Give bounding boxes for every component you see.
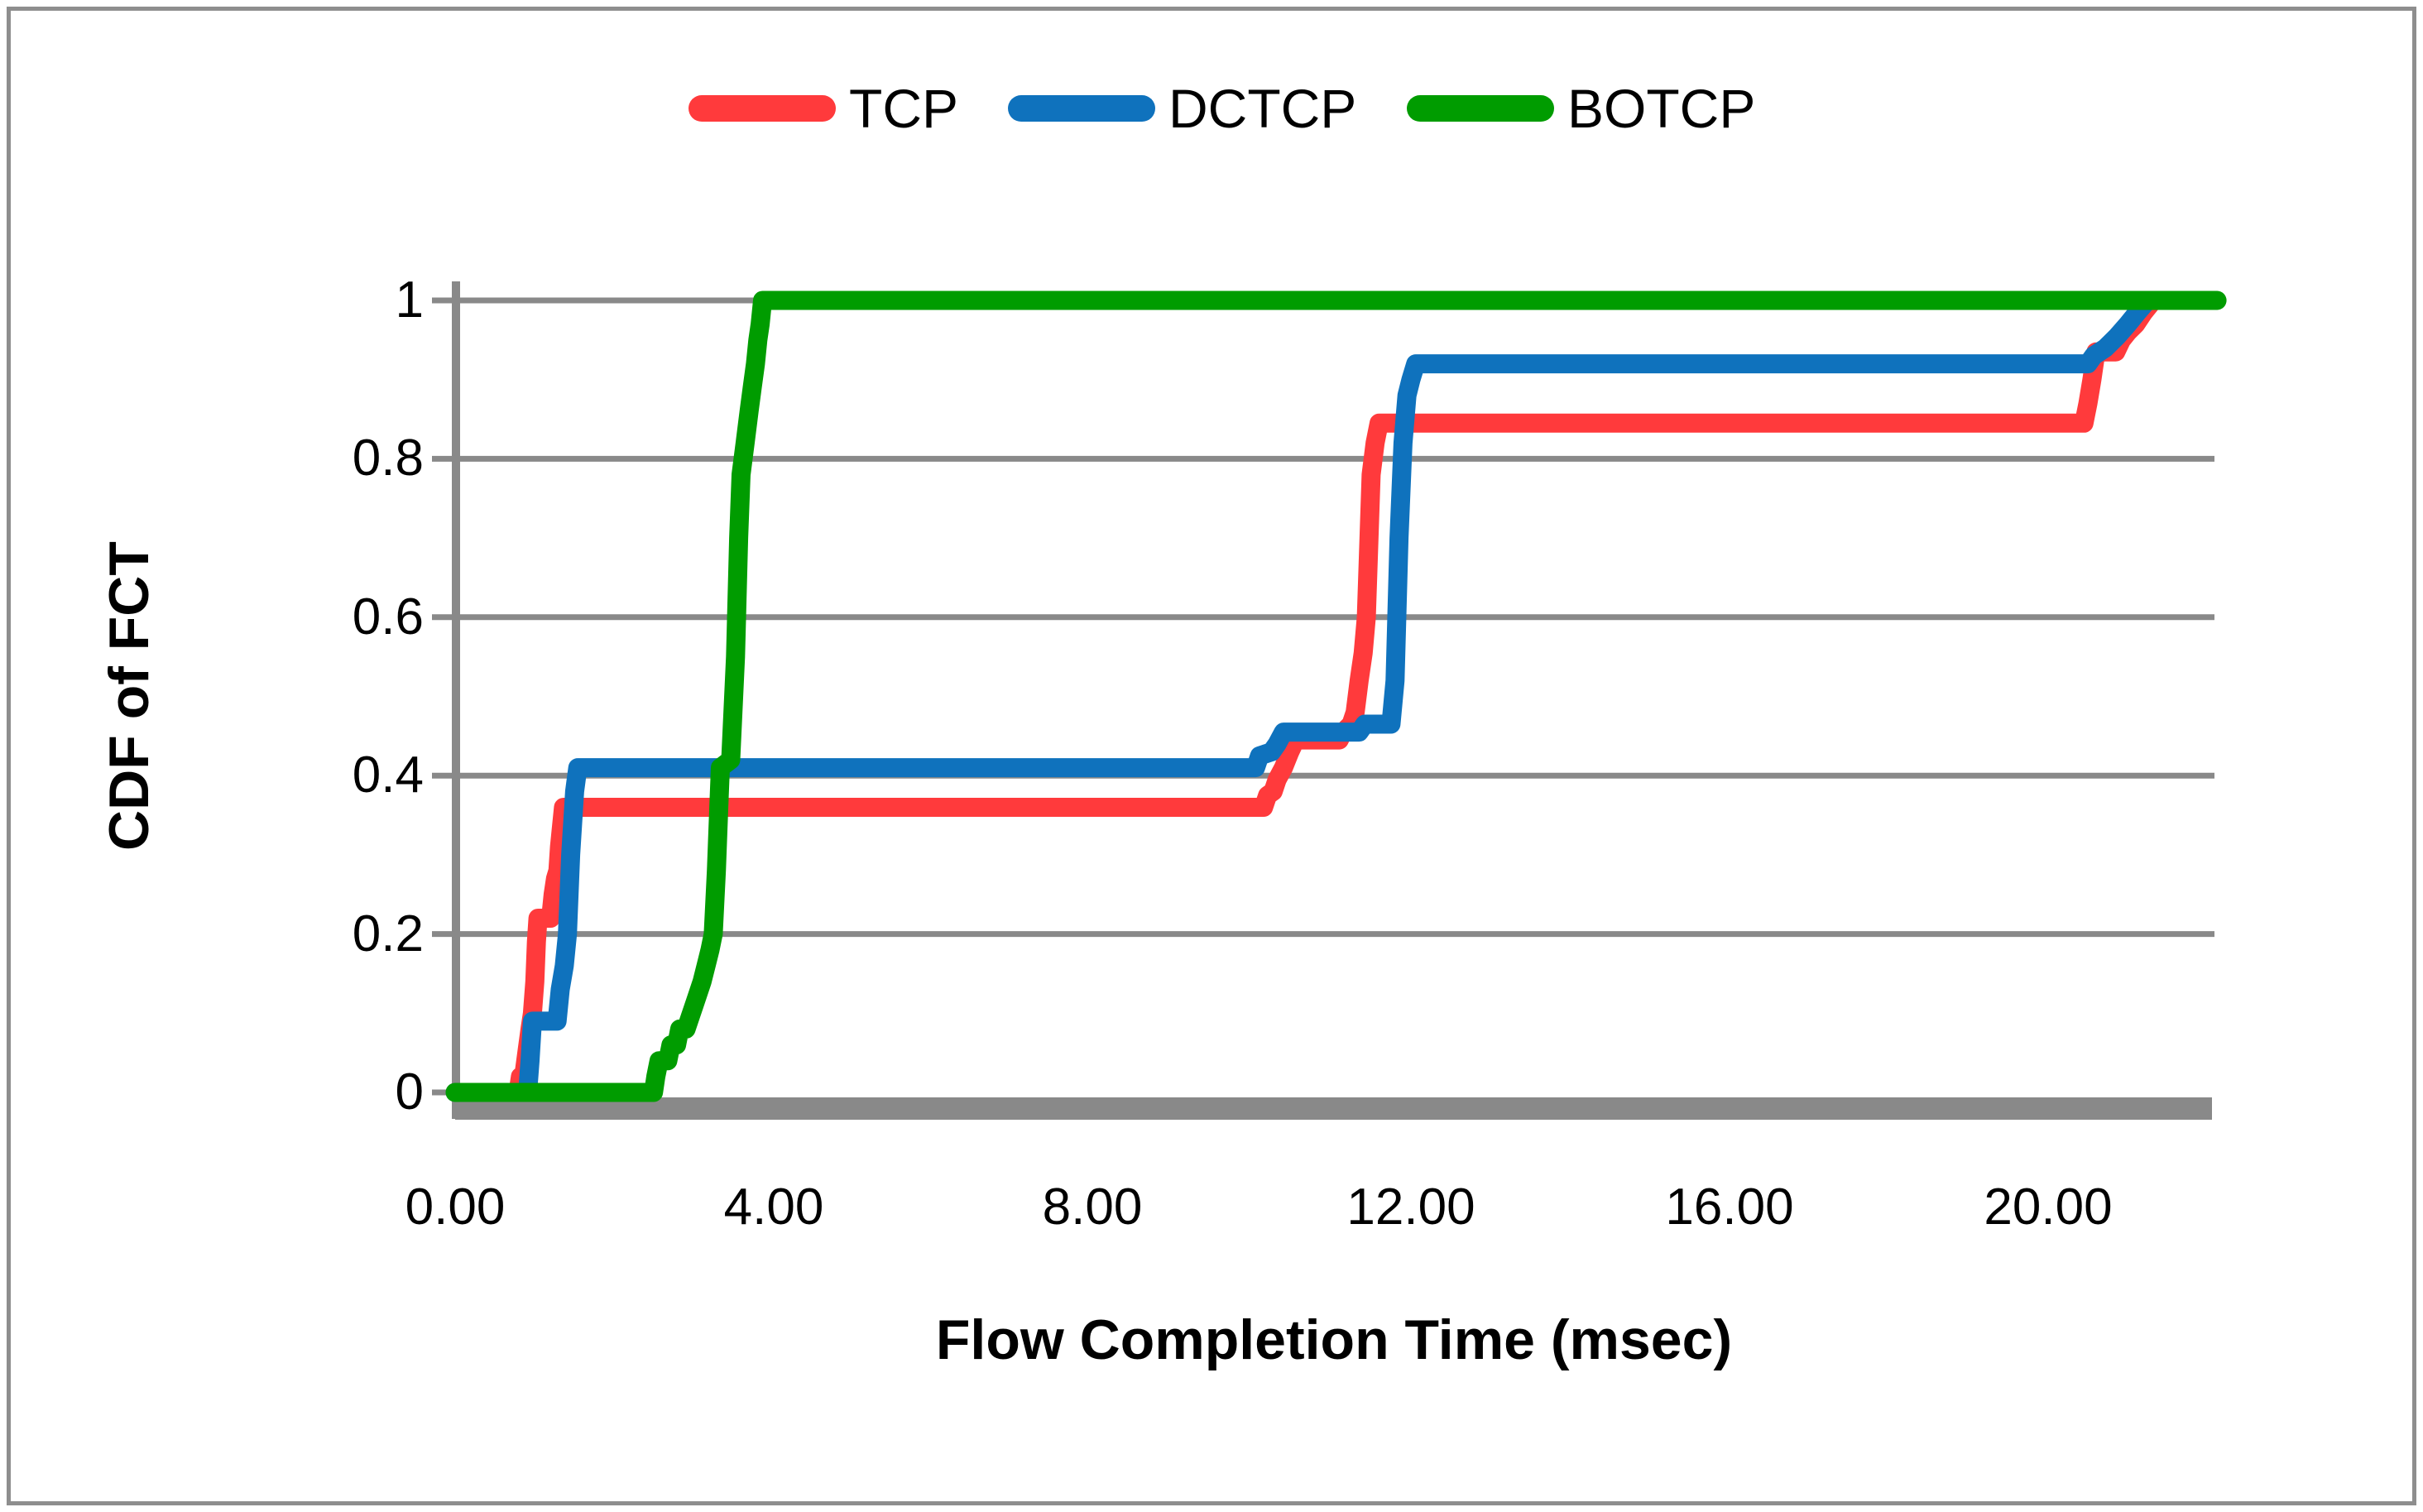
dctcp-curve [445,290,2225,1102]
x-tick-label-0.00: 0.00 [405,1178,506,1236]
x-axis-baseline-bar [455,1097,2212,1120]
botcp-curve [445,290,2227,1102]
y-tick-label-1: 1 [395,271,424,329]
legend-label-dctcp: DCTCP [1168,78,1357,139]
legend-item-botcp: BOTCP [1407,75,1755,142]
tcp-curve [445,290,2225,1102]
x-tick-label-8.00: 8.00 [1042,1178,1143,1236]
x-tick-label-20.00: 20.00 [1984,1178,2113,1236]
y-tick-label-0.6: 0.6 [352,588,424,646]
legend-item-tcp: TCP [689,75,958,142]
y-tick-label-0.2: 0.2 [352,905,424,962]
y-tick-label-0.4: 0.4 [352,746,424,804]
y-tick-label-0.8: 0.8 [352,430,424,487]
y-axis-title: CDF of FCT [98,541,161,851]
y-tick-label-0: 0 [395,1063,424,1121]
x-axis-title: Flow Completion Time (msec) [935,1308,1733,1371]
legend-label-tcp: TCP [849,78,958,139]
legend-swatch-tcp [689,95,836,122]
x-tick-label-12.00: 12.00 [1346,1178,1475,1236]
legend-item-dctcp: DCTCP [1008,75,1356,142]
x-tick-label-4.00: 4.00 [723,1178,824,1236]
legend-swatch-botcp [1407,95,1554,122]
legend-label-botcp: BOTCP [1567,78,1756,139]
x-tick-label-16.00: 16.00 [1665,1178,1794,1236]
legend-swatch-dctcp [1008,95,1155,122]
